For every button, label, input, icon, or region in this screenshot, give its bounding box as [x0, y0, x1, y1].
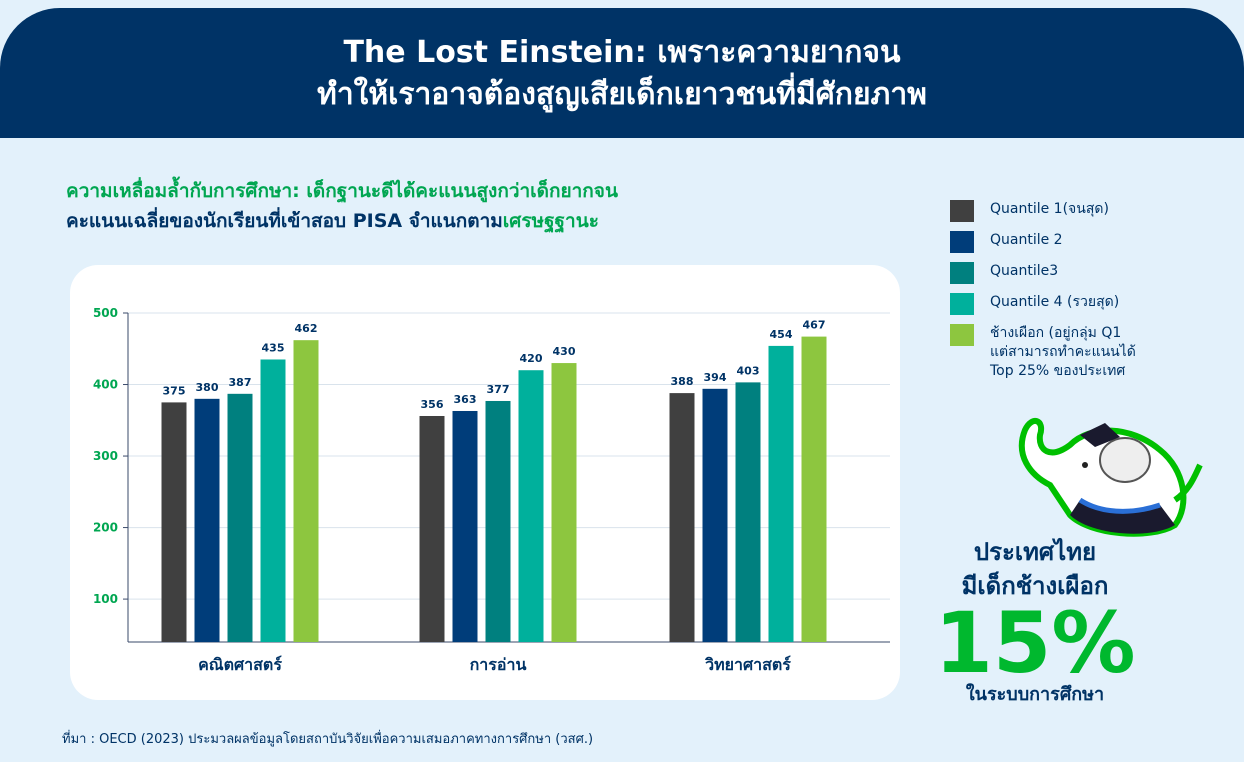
subtitle-highlight: เศรษฐฐานะ	[503, 210, 599, 232]
subtitle: ความเหลื่อมล้ำกับการศึกษา: เด็กฐานะดีได้…	[66, 176, 618, 236]
value-label: 377	[487, 383, 510, 396]
value-label: 430	[553, 345, 576, 358]
legend: Quantile 1(จนสุด) Quantile 2 Quantile3 Quan…	[950, 200, 1136, 390]
value-label: 454	[770, 328, 793, 341]
y-tick-label: 400	[93, 378, 118, 392]
y-tick-label: 500	[93, 306, 118, 320]
value-label: 394	[704, 371, 727, 384]
bar	[802, 337, 827, 642]
value-label: 467	[803, 319, 826, 332]
value-label: 363	[454, 393, 477, 406]
bar	[162, 402, 187, 642]
chart: 100 200 300 400 500 คณิตศาสตร์ 375 380 387 435 462…	[70, 265, 900, 700]
bar	[420, 416, 445, 642]
y-tick-label: 100	[93, 592, 118, 606]
legend-swatch	[950, 200, 974, 222]
legend-label: Quantile 2	[990, 231, 1063, 250]
legend-label: Quantile 1(จนสุด)	[990, 200, 1109, 219]
header: The Lost Einstein: เพราะความยากจน ทำให้เ…	[0, 8, 1244, 138]
bar	[261, 359, 286, 642]
callout-line: ประเทศไทย	[930, 535, 1140, 569]
subtitle-line: ความเหลื่อมล้ำกับการศึกษา: เด็กฐานะดีได้…	[66, 176, 618, 206]
subtitle-line: คะแนนเฉลี่ยของนักเรียนที่เข้าสอบ PISA จำ…	[66, 210, 503, 232]
x-tick-label: วิทยาศาสตร์	[704, 655, 791, 674]
x-tick-label: การอ่าน	[470, 655, 527, 674]
y-tick-label: 300	[93, 449, 118, 463]
legend-swatch	[950, 231, 974, 253]
callout: ประเทศไทย มีเด็กช้างเผือก 15% ในระบบการศ…	[930, 535, 1140, 707]
legend-swatch	[950, 324, 974, 346]
value-label: 356	[421, 398, 444, 411]
legend-item: Quantile 2	[950, 231, 1136, 253]
callout-stat: 15%	[930, 603, 1140, 683]
source: ที่มา : OECD (2023) ประมวลผลข้อมูลโดยสถา…	[62, 728, 593, 749]
value-label: 387	[229, 376, 252, 389]
value-label: 380	[196, 381, 219, 394]
bar	[453, 411, 478, 642]
page: The Lost Einstein: เพราะความยากจน ทำให้เ…	[0, 0, 1244, 762]
legend-item: Quantile3	[950, 262, 1136, 284]
bar	[670, 393, 695, 642]
legend-swatch	[950, 262, 974, 284]
value-label: 375	[163, 384, 186, 397]
value-label: 420	[520, 352, 543, 365]
chart-card: 100 200 300 400 500 คณิตศาสตร์ 375 380 387 435 462…	[70, 265, 900, 700]
value-label: 388	[671, 375, 694, 388]
title-line: The Lost Einstein: เพราะความยากจน	[0, 32, 1244, 74]
bar	[703, 389, 728, 642]
bar	[294, 340, 319, 642]
bar	[769, 346, 794, 642]
legend-label: Quantile3	[990, 262, 1058, 281]
title-line: ทำให้เราอาจต้องสูญเสียเด็กเยาวชนที่มีศัก…	[0, 74, 1244, 116]
legend-label: Quantile 4 (รวยสุด)	[990, 293, 1119, 312]
bar	[552, 363, 577, 642]
legend-item: ช้างเผือก (อยู่กลุ่ม Q1 แต่สามารถทำคะแนน…	[950, 324, 1136, 381]
y-tick-label: 200	[93, 521, 118, 535]
value-label: 435	[262, 341, 285, 354]
legend-swatch	[950, 293, 974, 315]
bar	[736, 382, 761, 642]
bar	[486, 401, 511, 642]
legend-label: ช้างเผือก (อยู่กลุ่ม Q1 แต่สามารถทำคะแนน…	[990, 324, 1136, 381]
legend-item: Quantile 4 (รวยสุด)	[950, 293, 1136, 315]
legend-item: Quantile 1(จนสุด)	[950, 200, 1136, 222]
x-tick-label: คณิตศาสตร์	[198, 655, 282, 674]
bar	[519, 370, 544, 642]
value-label: 403	[737, 364, 760, 377]
elephant-illustration	[1010, 405, 1210, 545]
bar	[228, 394, 253, 642]
value-label: 462	[295, 322, 318, 335]
bar	[195, 399, 220, 642]
